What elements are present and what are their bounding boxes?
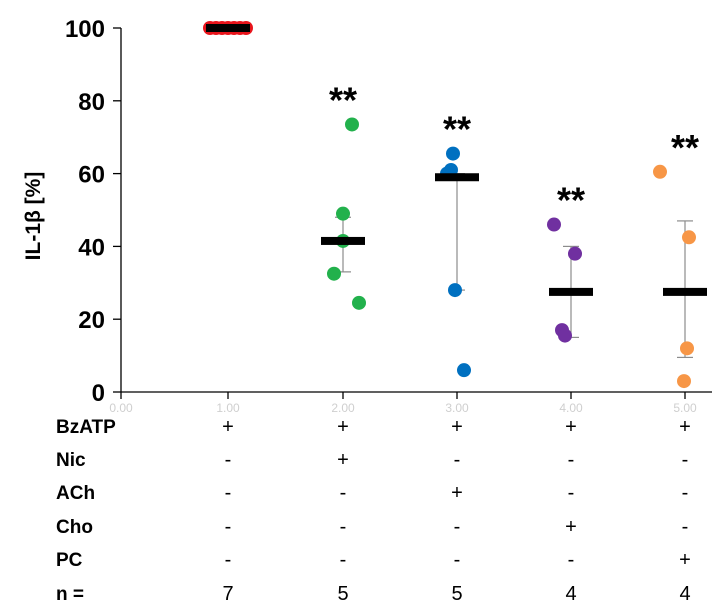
x-tick-label: 3.00 [445, 401, 469, 415]
data-point [568, 246, 582, 261]
data-point [345, 117, 359, 132]
y-tick-label: 80 [78, 89, 105, 116]
data-point [448, 283, 462, 298]
significance-marker: ** [443, 109, 471, 150]
mean-bars [206, 24, 707, 296]
table-cell: - [340, 482, 347, 504]
table-cell: - [225, 482, 232, 504]
data-point [547, 217, 561, 232]
x-tick-label: 2.00 [331, 401, 355, 415]
table-cell: + [565, 416, 577, 438]
table-row-label: n = [56, 584, 84, 605]
table-cell: - [682, 482, 689, 504]
data-point [680, 341, 694, 356]
x-tick-label: 1.00 [216, 401, 240, 415]
table-cell: + [565, 516, 577, 538]
table-cell: - [454, 449, 461, 471]
table-cell: + [679, 416, 691, 438]
table-cell: + [337, 416, 349, 438]
y-tick-label: 60 [78, 162, 105, 189]
significance-marker: ** [557, 180, 585, 221]
mean-bar [663, 287, 707, 296]
table-cell: - [568, 449, 575, 471]
condition-table: BzATP + + + + + Nic - + - - - ACh - - + - - Cho - - - + - PC - - - -… [56, 416, 691, 605]
table-cell: - [682, 449, 689, 471]
error-bars [335, 173, 693, 359]
table-cell: - [340, 549, 347, 571]
table-row-label: Cho [56, 517, 93, 538]
x-tick-label: 5.00 [673, 401, 697, 415]
table-cell: - [454, 549, 461, 571]
table-cell: 4 [565, 583, 576, 605]
y-tick-label: 20 [78, 307, 105, 334]
table-cell: - [454, 516, 461, 538]
y-axis-label: IL-1β [%] [22, 172, 45, 261]
mean-bar [435, 173, 479, 182]
data-point [558, 328, 572, 343]
table-cell: - [568, 549, 575, 571]
table-row-label: Nic [56, 450, 86, 471]
table-cell: + [222, 416, 234, 438]
significance-marker: ** [329, 79, 357, 120]
table-cell: + [337, 449, 349, 471]
table-cell: - [340, 516, 347, 538]
data-point [446, 146, 460, 161]
data-point [682, 230, 696, 245]
table-cell: 5 [337, 583, 348, 605]
chart-text: IL-1β [%] ** ** ** ** [22, 79, 699, 260]
table-cell: - [225, 449, 232, 471]
table-cell: 7 [222, 583, 233, 605]
y-tick-label: 0 [92, 380, 105, 407]
data-point [677, 374, 691, 389]
axes: 0 20 40 60 80 100 0.00 1.00 2.00 3.00 4.00 5.00 [65, 16, 712, 415]
mean-bar [549, 287, 593, 296]
table-cell: - [682, 516, 689, 538]
y-tick-label: 100 [65, 16, 105, 43]
table-cell: - [225, 549, 232, 571]
data-point [457, 363, 471, 378]
table-cell: + [451, 482, 463, 504]
data-point [352, 295, 366, 310]
table-cell: 5 [451, 583, 462, 605]
mean-bar [206, 24, 250, 32]
y-tick-label: 40 [78, 234, 105, 261]
data-point [336, 206, 350, 221]
table-row-label: PC [56, 550, 83, 571]
table-cell: - [568, 482, 575, 504]
x-tick-label: 4.00 [559, 401, 583, 415]
table-cell: + [679, 549, 691, 571]
x-tick-label: 0.00 [109, 401, 133, 415]
table-cell: - [225, 516, 232, 538]
data-points [203, 21, 696, 389]
table-row-label: ACh [56, 483, 95, 504]
table-row-label: BzATP [56, 417, 116, 438]
data-point [653, 164, 667, 179]
significance-marker: ** [671, 127, 699, 168]
data-point [327, 266, 341, 281]
mean-bar [321, 236, 365, 245]
table-cell: + [451, 416, 463, 438]
table-cell: 4 [679, 583, 690, 605]
